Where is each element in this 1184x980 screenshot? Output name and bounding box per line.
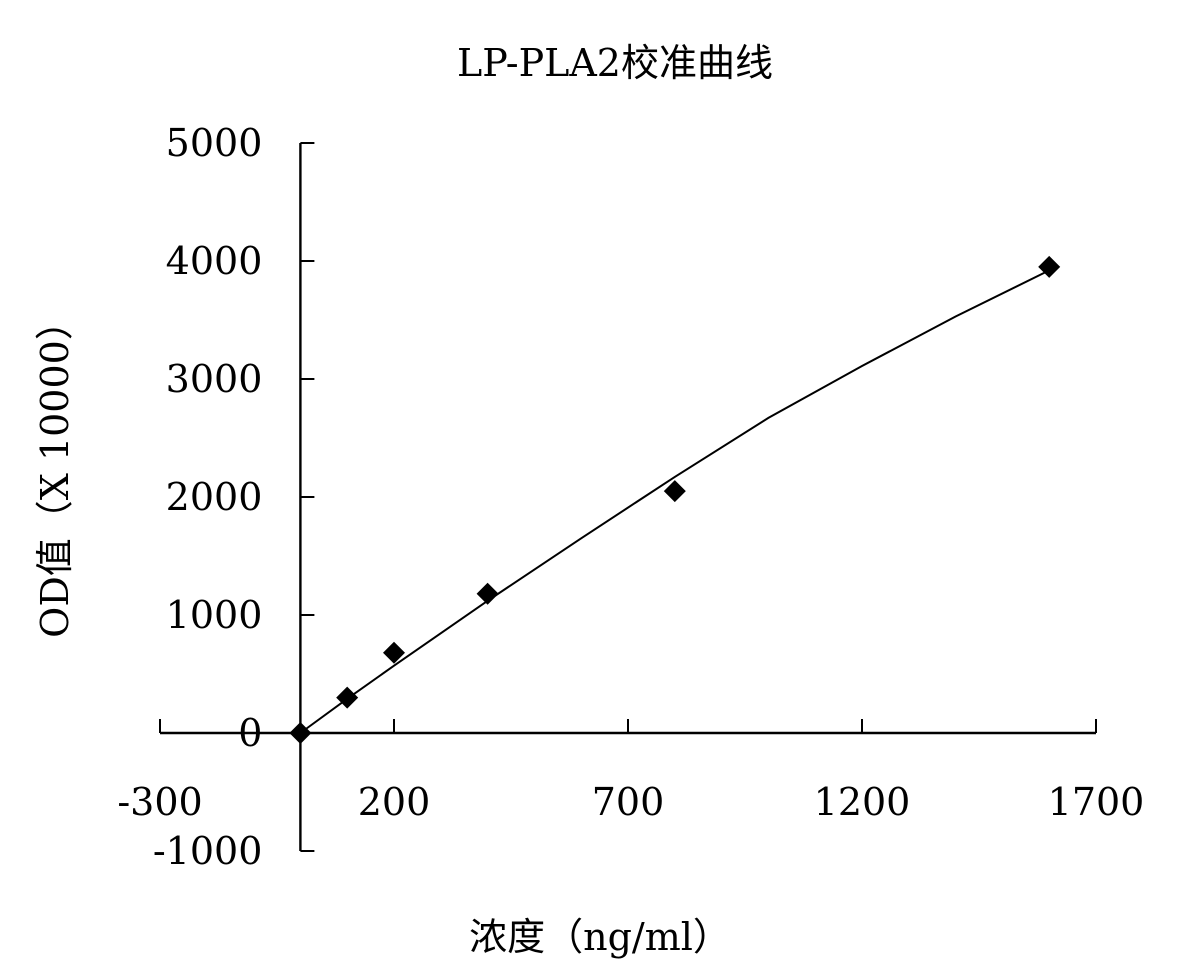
y-tick-label: 2000 xyxy=(166,475,263,519)
x-tick-label: 700 xyxy=(592,780,665,824)
data-point xyxy=(664,480,686,502)
x-axis-title: 浓度（ng/ml） xyxy=(469,915,731,959)
y-tick-label: -1000 xyxy=(153,829,263,873)
x-tick-label: 1700 xyxy=(1048,780,1145,824)
y-tick-label: 5000 xyxy=(166,121,263,165)
x-tick-label: 200 xyxy=(358,780,431,824)
tick-labels: -300 200 700 1200 1700 -1000 0 1000 2000 3000 4000… xyxy=(117,121,1144,873)
data-point xyxy=(289,722,311,744)
data-point xyxy=(477,583,499,605)
y-axis-title: OD值（X 10000） xyxy=(33,302,77,638)
x-tick-label: 1200 xyxy=(814,780,911,824)
y-tick-label: 4000 xyxy=(166,239,263,283)
y-tick-label: 1000 xyxy=(166,593,263,637)
y-tick-label: 3000 xyxy=(166,357,263,401)
data-markers xyxy=(289,256,1060,744)
x-tick-label: -300 xyxy=(117,780,202,824)
chart-title: LP-PLA2校准曲线 xyxy=(457,41,773,85)
y-tick-label: 0 xyxy=(238,711,262,755)
